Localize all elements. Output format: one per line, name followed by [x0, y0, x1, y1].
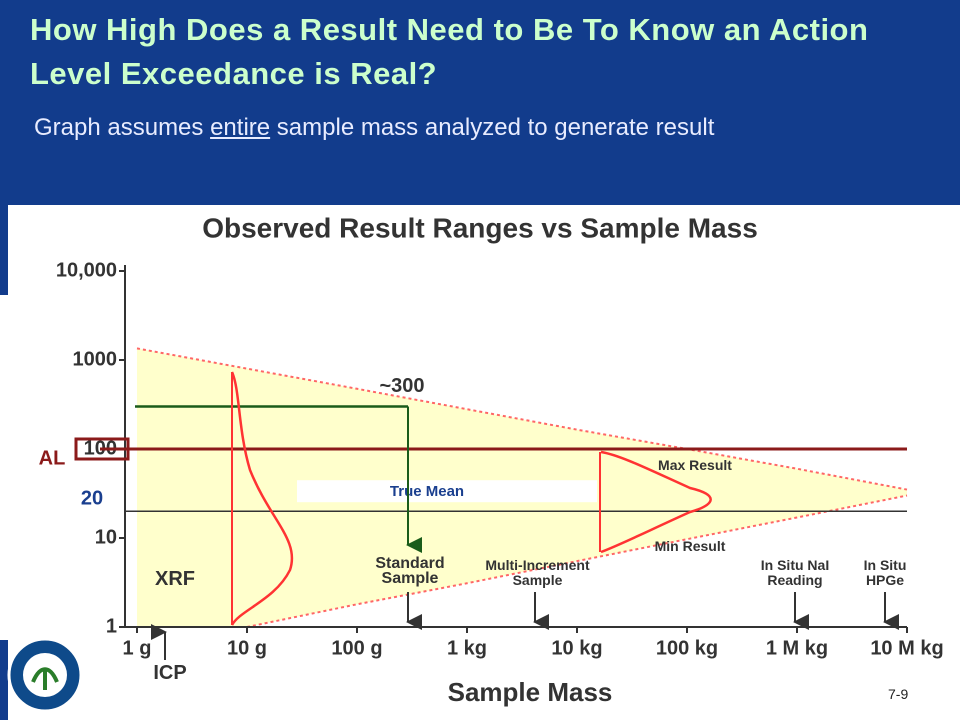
annotation: Multi-Increment Sample — [485, 557, 590, 588]
subtitle-text: sample mass analyzed to generate result — [276, 114, 715, 141]
header-band — [0, 0, 960, 205]
x-tick-label: 100 g — [331, 637, 382, 659]
true-mean-value: 20 — [81, 487, 103, 509]
annotation: ICP — [153, 662, 187, 684]
true-mean-box — [297, 480, 597, 503]
x-tick-label: 10 kg — [551, 637, 602, 659]
epa-logo-flower — [31, 667, 59, 690]
true-mean-label: True Mean — [390, 483, 464, 500]
x-tick-label: 1 g — [123, 637, 152, 659]
side-strip — [0, 640, 8, 720]
y-tick-label: 1000 — [73, 348, 118, 370]
y-tick-label: 1 — [106, 615, 117, 637]
x-tick-label: 1 kg — [447, 637, 487, 659]
subtitle-emphasis: entire — [210, 114, 271, 141]
annotation: Max Result — [658, 457, 732, 473]
annotation: In Situ NaI Reading — [760, 557, 830, 588]
x-tick-label: 10 g — [227, 637, 267, 659]
subtitle: Graph assumes entire sample mass analyze… — [34, 114, 714, 142]
x-tick-label: 10 M kg — [870, 637, 943, 659]
side-strip — [0, 205, 8, 295]
x-tick-label: 100 kg — [656, 637, 718, 659]
distribution-curve — [600, 450, 712, 554]
y-tick-label: 10 — [95, 526, 117, 548]
action-level-label: AL — [39, 447, 66, 469]
x-tick-label: 1 M kg — [766, 637, 828, 659]
subtitle-text: Graph assumes — [34, 114, 204, 141]
threshold-label: ~300 — [379, 375, 424, 397]
page-number: 7-9 — [888, 686, 909, 702]
annotation: In Situ HPGe — [863, 557, 907, 588]
x-axis-label: Sample Mass — [448, 677, 613, 707]
distribution-curve — [230, 371, 294, 626]
action-level-box — [74, 437, 130, 461]
bound-line — [246, 494, 908, 628]
slide-title: How High Does a Result Need to Be To Kno… — [30, 12, 869, 91]
bound-line — [136, 347, 908, 491]
annotation: Min Result — [654, 538, 726, 554]
y-tick-label: 10,000 — [56, 259, 117, 281]
annotation: XRF — [155, 568, 195, 590]
chart-title: Observed Result Ranges vs Sample Mass — [202, 212, 758, 243]
annotation: Standard Sample — [375, 555, 445, 587]
